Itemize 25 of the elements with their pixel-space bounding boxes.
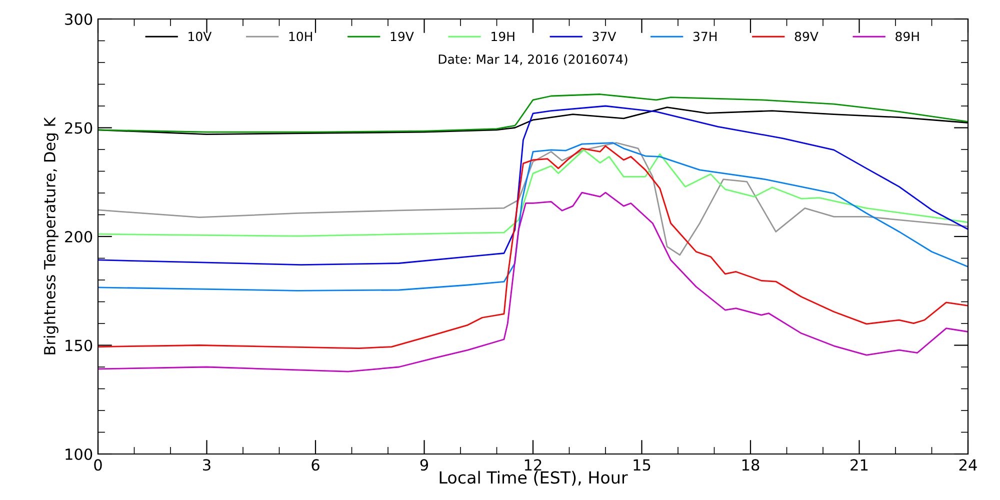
y-tick-label: 150 (66, 340, 92, 352)
y-tick-label: 250 (65, 122, 92, 134)
x-tick-label: 0 (94, 459, 102, 471)
x-tick-label: 15 (634, 459, 650, 471)
x-tick-label: 6 (312, 459, 320, 471)
y-tick-label: 100 (66, 448, 92, 460)
legend-label: 89V (794, 32, 818, 42)
legend-label: 89H (896, 32, 919, 42)
y-tick-label: 200 (65, 230, 92, 243)
text: Date: Mar 14, 2016 (2016074) (438, 54, 628, 66)
y-tick-label: 300 (65, 13, 92, 26)
legend-label: 10V (188, 32, 212, 42)
x-tick-label: 24 (959, 459, 977, 470)
y-axis-title: Brightness Temperature, Deg K (44, 116, 58, 354)
legend-label: 19V (390, 32, 414, 42)
x-tick-label: 9 (420, 459, 428, 471)
x-tick-label: 21 (850, 459, 868, 470)
x-tick-label: 18 (742, 459, 760, 471)
legend-label: 19H (492, 32, 514, 42)
legend-label: 37V (592, 32, 616, 42)
x-tick-label: 12 (524, 459, 542, 470)
legend-label: 37H (693, 32, 717, 42)
x-axis-title: Local Time (EST), Hour (440, 470, 628, 486)
x-tick-label: 3 (203, 459, 210, 471)
legend-label: 10H (289, 32, 312, 42)
